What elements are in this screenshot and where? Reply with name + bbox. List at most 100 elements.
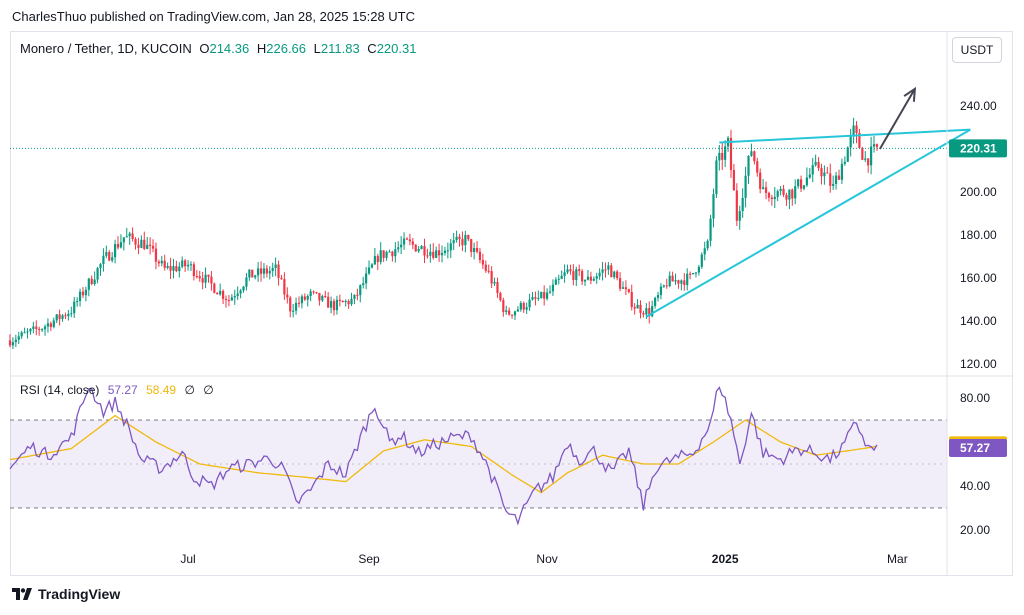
candle xyxy=(575,269,578,280)
candle xyxy=(788,189,791,200)
candle xyxy=(254,275,257,278)
candle xyxy=(55,314,58,321)
candle xyxy=(315,292,318,294)
candle xyxy=(329,301,333,308)
candle xyxy=(537,297,540,299)
candle xyxy=(764,187,768,193)
candle xyxy=(703,248,706,255)
candle xyxy=(840,163,844,180)
candle xyxy=(435,250,438,258)
candle xyxy=(586,276,590,280)
candle xyxy=(607,265,610,270)
candle xyxy=(46,323,50,327)
candle xyxy=(49,323,52,328)
candle xyxy=(140,239,143,248)
candle xyxy=(802,185,806,189)
candle xyxy=(204,274,207,283)
candle xyxy=(694,272,698,274)
candle xyxy=(668,275,671,287)
candle xyxy=(224,298,228,301)
candle xyxy=(332,301,336,311)
candle xyxy=(38,328,41,330)
candle xyxy=(274,264,277,269)
close-value: 220.31 xyxy=(376,41,417,56)
last-price-label: 220.31 xyxy=(960,141,997,155)
candle xyxy=(478,251,482,260)
candle xyxy=(782,188,785,195)
candle xyxy=(706,240,709,249)
candle xyxy=(545,292,549,299)
candle xyxy=(67,313,70,317)
candle xyxy=(662,285,665,287)
candle xyxy=(23,332,26,334)
candle xyxy=(294,302,298,311)
candle xyxy=(11,342,15,346)
candle xyxy=(385,251,388,258)
x-tick-label: Sep xyxy=(358,552,380,566)
candle xyxy=(248,269,251,278)
tradingview-logo-icon xyxy=(12,588,32,600)
candle xyxy=(149,244,152,246)
candle xyxy=(808,174,811,178)
candle xyxy=(221,290,225,299)
candle xyxy=(604,269,607,271)
candle xyxy=(108,252,111,261)
candle xyxy=(318,292,321,301)
candle xyxy=(446,250,449,252)
candle xyxy=(408,239,412,242)
candle xyxy=(128,233,131,237)
candle xyxy=(93,279,96,284)
candle xyxy=(659,286,663,296)
candle xyxy=(487,270,490,272)
candle xyxy=(195,276,198,278)
candle xyxy=(181,260,184,267)
candle xyxy=(551,284,555,292)
candle xyxy=(236,293,239,296)
trendline xyxy=(719,128,971,144)
candle xyxy=(709,218,712,241)
candle xyxy=(616,271,619,279)
candle xyxy=(338,299,341,301)
candle xyxy=(370,264,374,268)
candle xyxy=(601,269,604,273)
candle xyxy=(645,308,648,315)
candle xyxy=(583,279,587,282)
price-tick-label: 200.00 xyxy=(960,185,997,199)
candle xyxy=(624,287,628,290)
currency-button[interactable]: USDT xyxy=(952,37,1002,63)
candle xyxy=(440,252,444,256)
rsi-pane xyxy=(9,386,947,526)
candle xyxy=(756,161,759,173)
candle xyxy=(543,291,546,299)
candle xyxy=(233,295,236,298)
axes: 240.00220.00200.00180.00160.00140.00120.… xyxy=(10,32,1013,575)
candle xyxy=(627,289,630,293)
candle xyxy=(578,269,581,272)
candle xyxy=(794,186,797,199)
trendline xyxy=(645,128,971,318)
candle xyxy=(280,277,283,280)
candle xyxy=(464,234,467,246)
candle xyxy=(467,234,470,240)
candle xyxy=(814,161,817,166)
chart-frame xyxy=(10,31,1013,576)
candle xyxy=(870,146,873,166)
candle xyxy=(633,306,636,309)
candle xyxy=(791,189,794,199)
candle xyxy=(163,260,166,268)
candle xyxy=(321,295,324,301)
candle xyxy=(508,310,511,315)
candle xyxy=(122,237,125,243)
candle xyxy=(432,251,435,258)
candle xyxy=(651,306,654,317)
candle xyxy=(125,236,128,238)
candle xyxy=(636,304,639,309)
open-value: 214.36 xyxy=(209,41,250,56)
candle xyxy=(475,248,479,252)
candle xyxy=(186,264,190,267)
rsi-title: RSI (14, close) xyxy=(20,383,100,397)
candle xyxy=(563,272,566,276)
candle xyxy=(473,248,476,253)
candle xyxy=(113,244,117,258)
